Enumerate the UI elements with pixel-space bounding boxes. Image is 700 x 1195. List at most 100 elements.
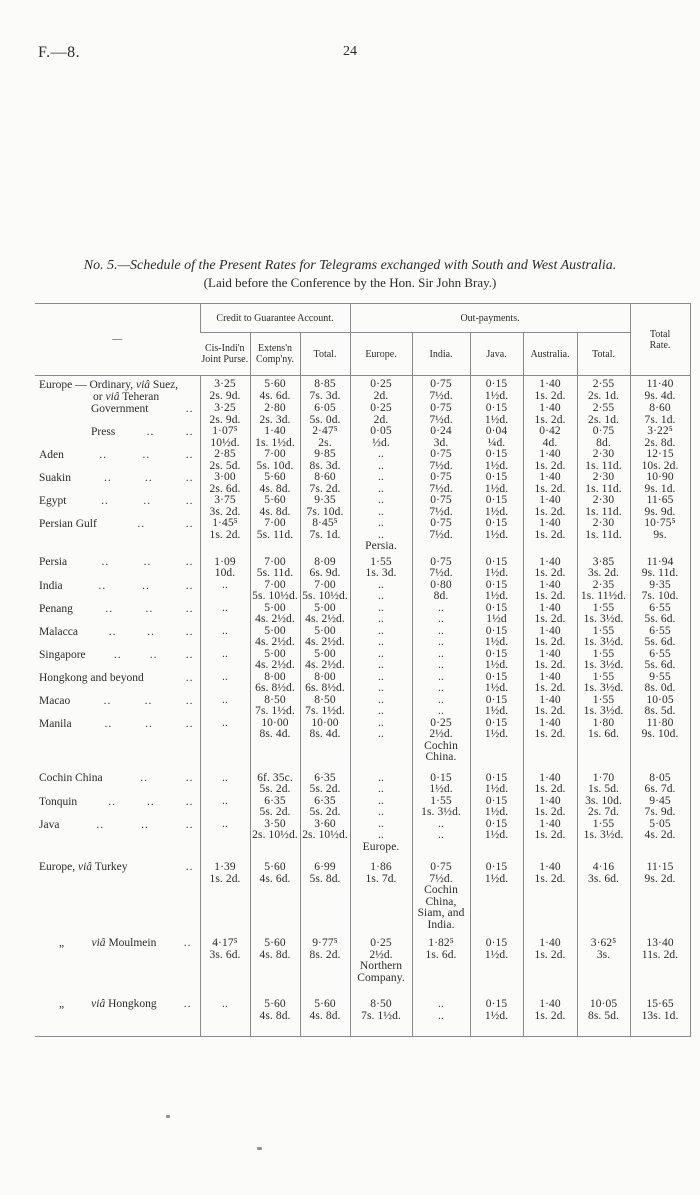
- cell-value-decimal: 0·25: [430, 716, 452, 729]
- table-row: Press.... 1·07⁵ 10½d. 1·40 1s. 1½d. 2·47⁵ 2s. 0…: [35, 425, 691, 449]
- cell-value-decimal: ..: [378, 817, 384, 830]
- label-leader-dots: ..: [185, 579, 194, 592]
- header-group-row: — Credit to Guarantee Account. Out-payme…: [35, 303, 691, 376]
- cell-outpayments-total: 10·05 8s. 5d.: [576, 984, 631, 1037]
- cell-value-sterling: 4s. 2½d.: [305, 636, 345, 648]
- cell-value-sterling: 1s. 3½d.: [583, 682, 624, 694]
- cell-india: 0·75 7½d.: [411, 552, 471, 580]
- cell-value-decimal: 1·40: [539, 817, 561, 830]
- cell-value-sterling: 2s.: [318, 436, 332, 449]
- cell-value-decimal: 1·40: [539, 517, 561, 529]
- cell-value-sterling: 6s. 8½d.: [255, 682, 295, 694]
- cell-value-decimal: 0·75: [430, 555, 452, 568]
- cell-value-sterling: 1s. 3½d.: [583, 829, 624, 841]
- cell-credit-total: 10·00 8s. 4d.: [299, 717, 351, 764]
- cell-total-rate: 11·80 9s. 10d.: [629, 717, 691, 764]
- cell-value-decimal: 8·09: [314, 555, 336, 568]
- cell-value-decimal: 1·55: [592, 647, 615, 660]
- column-note: China,: [425, 895, 457, 908]
- label-leader-dots: ..: [185, 671, 194, 684]
- cell-extension-company: 7·00 5s. 10½d.: [249, 579, 300, 603]
- cell-credit-total: 7·00 5s. 10½d.: [299, 579, 351, 603]
- cell-value-sterling: 1½d.: [484, 389, 509, 402]
- cell-india: 0·75 7½d.: [411, 448, 471, 472]
- cell-value-sterling: [201, 830, 250, 842]
- cell-value-decimal: ..: [378, 624, 384, 637]
- cell-value-sterling: 7s. 10d.: [641, 590, 679, 602]
- cell-value-decimal: 6·55: [649, 624, 671, 637]
- cell-value-sterling: 10½d.: [210, 436, 240, 449]
- label-leader-dots: ..: [185, 426, 194, 438]
- cell-value-decimal: 6·35: [314, 794, 336, 807]
- column-note: Cochin: [424, 739, 458, 752]
- cell-value-decimal: 9·35: [314, 494, 336, 506]
- cell-value-decimal: ..: [222, 998, 228, 1010]
- cell-value-decimal: ..: [438, 693, 444, 706]
- label-leader-dots: ..: [183, 937, 192, 949]
- cell-value-decimal: 1·07⁵: [212, 425, 238, 437]
- cell-value-decimal: ..: [438, 624, 444, 637]
- cell-credit-total: 5·00 4s. 2½d.: [299, 648, 351, 672]
- cell-value-sterling: 5s. 10½d.: [302, 590, 348, 602]
- column-note: Northern: [359, 960, 403, 972]
- cell-outpayments-total: 2·30 1s. 11d.: [576, 494, 631, 518]
- row-label-text: Manila: [39, 717, 72, 730]
- table-row: „ viâ Moulmein.. 4·17⁵ 3s. 6d. 5·60 4s. 8d. 9·…: [35, 931, 691, 984]
- cell-value-decimal: 11·65: [646, 494, 674, 506]
- corner-header: —: [35, 303, 200, 376]
- cell-total-rate: 6·55 5s. 6d.: [629, 648, 691, 672]
- label-leader-dots: ..: [185, 495, 194, 507]
- cell-europe: .... Persia.: [349, 517, 413, 553]
- cell-value-sterling: 1s. 2d.: [209, 528, 241, 541]
- cell-value-sterling: 2s. 5d.: [209, 459, 241, 472]
- cell-total-rate: 6·55 5s. 6d.: [629, 602, 691, 626]
- cell-value-sterling: 7½d.: [429, 413, 453, 426]
- cell-value-decimal: 8·00: [314, 670, 336, 683]
- row-label-text: Suakin: [39, 472, 71, 484]
- cell-value-sterling: 13s. 1d.: [641, 1009, 679, 1022]
- cell-value-sterling: 2s. 9d.: [209, 389, 241, 402]
- label-leader-dots: ..: [183, 998, 192, 1010]
- cell-value-sterling: ..: [438, 682, 444, 694]
- cell-europe: ....: [349, 763, 413, 796]
- row-label: Penang......: [35, 603, 200, 626]
- cell-value-decimal: 3s. 10d.: [585, 794, 622, 807]
- cell-value-sterling: 1s. 2d.: [534, 590, 566, 602]
- cell-value-sterling: 4s. 8d.: [259, 482, 291, 495]
- cell-value-decimal: 0·80: [430, 578, 452, 591]
- label-leader-dots: ..: [185, 771, 194, 784]
- cell-credit-total: 8·09 6s. 9d.: [299, 552, 351, 580]
- cell-europe: ....: [349, 795, 413, 819]
- cell-cis-indian-joint-purse: ..: [199, 984, 250, 1037]
- cell-extension-company: 6f. 35c. 5s. 2d.: [249, 763, 300, 796]
- cell-value-decimal: 1·70: [592, 771, 615, 784]
- cell-cis-indian-joint-purse: ..: [199, 601, 250, 626]
- cell-value-sterling: 7s. 10d.: [306, 505, 344, 518]
- cell-cis-indian-joint-purse: 3·75 3s. 2d.: [199, 494, 250, 518]
- cell-outpayments-total: 2·55 2s. 1d.: [576, 375, 631, 403]
- cell-value-sterling: 4s. 2½d.: [255, 613, 295, 625]
- cell-value-decimal: ..: [222, 601, 228, 614]
- cell-value-sterling: 9s. 10d.: [641, 728, 679, 740]
- group-header-outpayments: Out-payments.: [349, 303, 631, 333]
- cell-value-decimal: ..: [378, 693, 384, 706]
- label-leader-dots: ..: [104, 717, 113, 730]
- row-label: „ viâ Hongkong..: [35, 984, 200, 1037]
- label-leader-dots: ..: [101, 495, 109, 507]
- cell-value-decimal: 0·42: [539, 425, 561, 437]
- cell-value-decimal: 0·15: [485, 448, 508, 460]
- cell-credit-total: 8·50 7s. 1½d.: [299, 694, 351, 718]
- cell-value-sterling: 1s. 2d.: [534, 1009, 566, 1022]
- cell-value-sterling: [201, 1011, 250, 1023]
- cell-value-decimal: 0·75: [592, 425, 615, 437]
- row-label-text: Persian Gulf: [39, 518, 97, 530]
- row-label: „ viâ Moulmein..: [35, 931, 200, 984]
- label-leader-dots: ..: [185, 818, 194, 831]
- cell-value-decimal: 0·15: [430, 771, 452, 784]
- cell-extension-company: 7·00 5s. 10d.: [249, 448, 300, 472]
- row-label: Java......: [35, 819, 200, 854]
- cell-india: ....: [411, 624, 471, 649]
- cell-value-sterling: 4d.: [542, 436, 558, 449]
- label-leader-dots: ..: [145, 717, 153, 730]
